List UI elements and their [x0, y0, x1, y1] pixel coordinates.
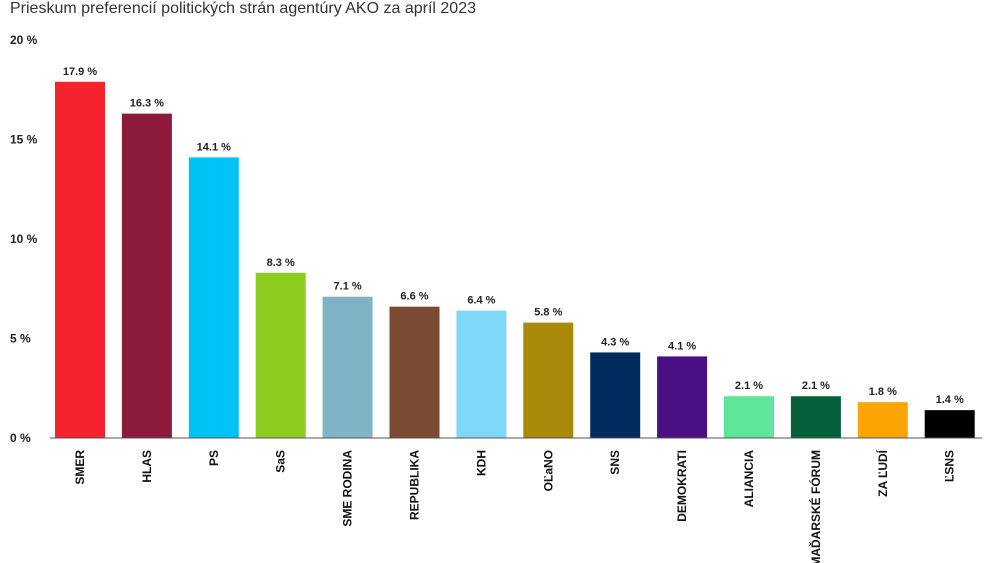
- data-label: 1.4 %: [936, 394, 964, 406]
- data-label: 17.9 %: [63, 66, 97, 78]
- data-label: 8.3 %: [267, 257, 295, 269]
- bar: [924, 410, 975, 438]
- bar: [322, 296, 373, 438]
- category-label: SaS: [274, 450, 288, 473]
- data-label: 5.8 %: [534, 307, 562, 319]
- data-labels: 17.9 % 16.3 % 14.1 % 8.3 % 7.1 % 6.6 % 6.4 % 5.…: [63, 66, 964, 406]
- data-label: 1.8 %: [869, 386, 897, 398]
- category-label: MAĎARSKÉ FÓRUM: [808, 450, 823, 563]
- data-label: 2.1 %: [735, 380, 763, 392]
- bar: [523, 322, 574, 438]
- bar: [121, 113, 172, 438]
- data-label: 6.4 %: [467, 295, 495, 307]
- y-tick-label: 0 %: [10, 431, 31, 445]
- category-label: REPUBLIKA: [408, 450, 422, 520]
- data-label: 4.1 %: [668, 340, 696, 352]
- y-tick-label: 5 %: [10, 332, 31, 346]
- y-tick-label: 15 %: [10, 133, 38, 147]
- y-tick-label: 20 %: [10, 33, 38, 47]
- data-label: 2.1 %: [802, 380, 830, 392]
- data-label: 6.6 %: [400, 291, 428, 303]
- bar: [724, 396, 774, 438]
- bars: [55, 81, 975, 438]
- bar: [188, 157, 239, 438]
- bar: [255, 272, 306, 438]
- bar: [456, 310, 507, 438]
- data-label: 14.1 %: [197, 141, 231, 153]
- data-label: 7.1 %: [334, 281, 362, 293]
- category-label: ĽSNS: [943, 450, 957, 482]
- bar: [857, 402, 908, 438]
- category-label: SME RODINA: [341, 450, 355, 527]
- y-tick-label: 10 %: [10, 232, 38, 246]
- bar: [389, 306, 440, 438]
- category-label: SMER: [73, 450, 87, 485]
- bar: [590, 352, 641, 438]
- x-axis: SMER HLAS PS SaS SME RODINA REPUBLIKA KDH OĽaNO…: [50, 437, 982, 563]
- category-label: ZA ĽUDÍ: [875, 449, 890, 497]
- category-label: OĽaNO: [541, 450, 555, 491]
- y-axis: 0 % 5 % 10 % 15 % 20 %: [10, 33, 38, 445]
- category-label: DEMOKRATI: [675, 450, 689, 522]
- data-label: 16.3 %: [130, 98, 164, 110]
- category-label: SNS: [608, 450, 622, 475]
- category-label: KDH: [474, 450, 488, 476]
- data-label: 4.3 %: [601, 336, 629, 348]
- category-label: PS: [207, 450, 221, 466]
- bar: [657, 356, 708, 438]
- bar: [55, 81, 105, 438]
- chart-title: Prieskum preferencií politických strán a…: [10, 0, 476, 17]
- bar: [790, 396, 841, 438]
- category-label: HLAS: [140, 450, 154, 483]
- category-label: ALIANCIA: [742, 450, 756, 508]
